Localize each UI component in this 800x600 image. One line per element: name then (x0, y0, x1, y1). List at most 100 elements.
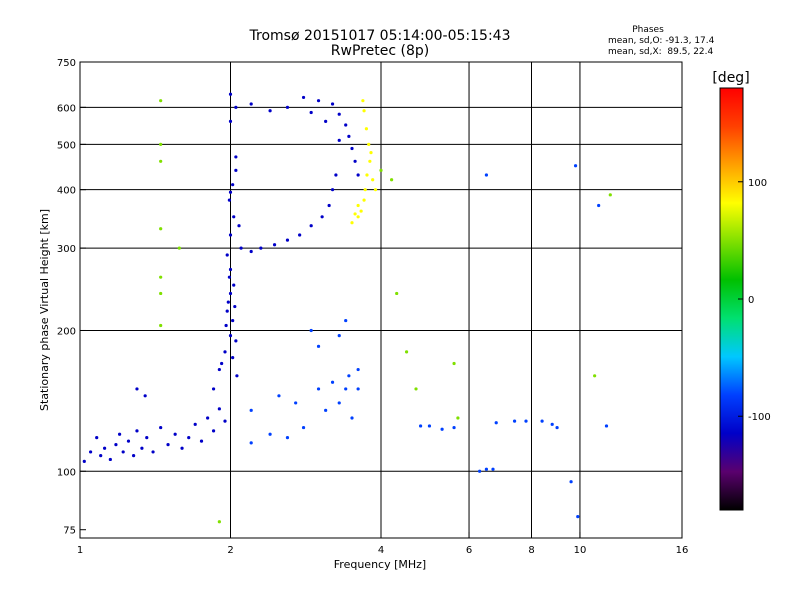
data-point (359, 209, 363, 213)
data-point (223, 419, 227, 423)
data-point (362, 109, 366, 113)
data-point (108, 457, 112, 462)
data-point (478, 469, 482, 473)
data-point (404, 350, 409, 354)
data-point (491, 467, 495, 471)
stats-x-mode: mean, sd,X: 89.5, 22.4 (608, 47, 714, 57)
data-point (362, 198, 366, 202)
data-point (604, 424, 609, 428)
data-point (211, 429, 216, 433)
data-point (337, 138, 341, 142)
data-point (235, 374, 239, 378)
y-tick-label: 400 (57, 186, 76, 197)
data-point (95, 436, 99, 440)
data-point (159, 159, 163, 163)
data-point (177, 246, 181, 250)
data-point (361, 99, 365, 103)
y-tick-label: 75 (63, 526, 76, 537)
data-point (324, 408, 328, 412)
data-point (159, 142, 163, 146)
data-point (427, 424, 432, 428)
data-point (484, 467, 489, 471)
y-tick-label: 600 (57, 103, 76, 114)
data-point (353, 159, 357, 163)
data-point (285, 238, 290, 242)
data-point (135, 429, 139, 433)
data-point (309, 328, 313, 333)
data-point (159, 275, 163, 279)
data-point (301, 95, 306, 100)
data-point (379, 168, 383, 172)
data-point (350, 221, 354, 225)
data-point (187, 436, 191, 440)
x-tick-label: 16 (676, 545, 689, 556)
colorbar-ticks: 100 0 -100 (738, 178, 771, 423)
data-point (353, 212, 357, 216)
data-point (233, 304, 237, 309)
data-point (225, 309, 229, 313)
data-point (294, 401, 298, 405)
data-point (356, 215, 360, 219)
data-point (368, 159, 372, 163)
data-point (234, 339, 238, 343)
data-point (143, 394, 147, 398)
data-point (414, 387, 418, 391)
y-tick-label: 200 (57, 326, 76, 337)
data-point (301, 425, 306, 430)
data-point (365, 173, 369, 177)
data-point (117, 432, 122, 436)
data-point (369, 151, 373, 155)
data-point (363, 188, 367, 192)
data-point (206, 416, 210, 420)
x-tick-label: 8 (528, 545, 534, 556)
data-point (344, 387, 348, 391)
data-point (597, 203, 601, 208)
y-axis-label: Stationary phase Virtual Height [km] (38, 209, 51, 411)
data-point (356, 203, 360, 208)
data-point (452, 361, 456, 366)
data-point (249, 408, 253, 412)
data-point (285, 436, 290, 440)
data-point (135, 387, 139, 391)
data-point (249, 102, 253, 106)
data-point (309, 224, 313, 228)
data-point (316, 99, 321, 103)
data-point (82, 459, 86, 463)
data-point (234, 155, 238, 159)
data-point (367, 142, 371, 146)
data-point (337, 112, 341, 116)
data-point (316, 344, 321, 348)
data-point (259, 246, 263, 250)
data-point (140, 446, 144, 450)
data-point (159, 291, 163, 296)
stats-heading: Phases (632, 25, 664, 35)
data-point (272, 243, 277, 247)
data-point (344, 123, 348, 127)
data-point (347, 134, 351, 138)
data-point (231, 183, 235, 187)
chart-title: Tromsø 20151017 05:14:00-05:15:43 (249, 28, 511, 44)
data-point (228, 334, 233, 338)
data-point (193, 422, 197, 426)
data-point (440, 427, 444, 431)
data-point (99, 454, 103, 458)
y-tick-label: 100 (57, 467, 76, 478)
data-point (103, 446, 107, 450)
data-point (88, 450, 93, 454)
data-point (573, 164, 578, 168)
x-tick-label: 4 (378, 545, 384, 556)
data-point (576, 514, 580, 519)
data-point (373, 188, 378, 192)
data-point (330, 102, 335, 106)
data-point (211, 387, 216, 391)
data-point (234, 168, 238, 172)
data-point (540, 419, 544, 423)
data-point (223, 350, 227, 354)
data-point (217, 520, 221, 524)
data-point (217, 407, 221, 411)
chart-subtitle: RwPretec (8p) (331, 43, 429, 59)
data-point (608, 193, 612, 197)
data-point (320, 215, 324, 219)
data-point (456, 416, 460, 420)
